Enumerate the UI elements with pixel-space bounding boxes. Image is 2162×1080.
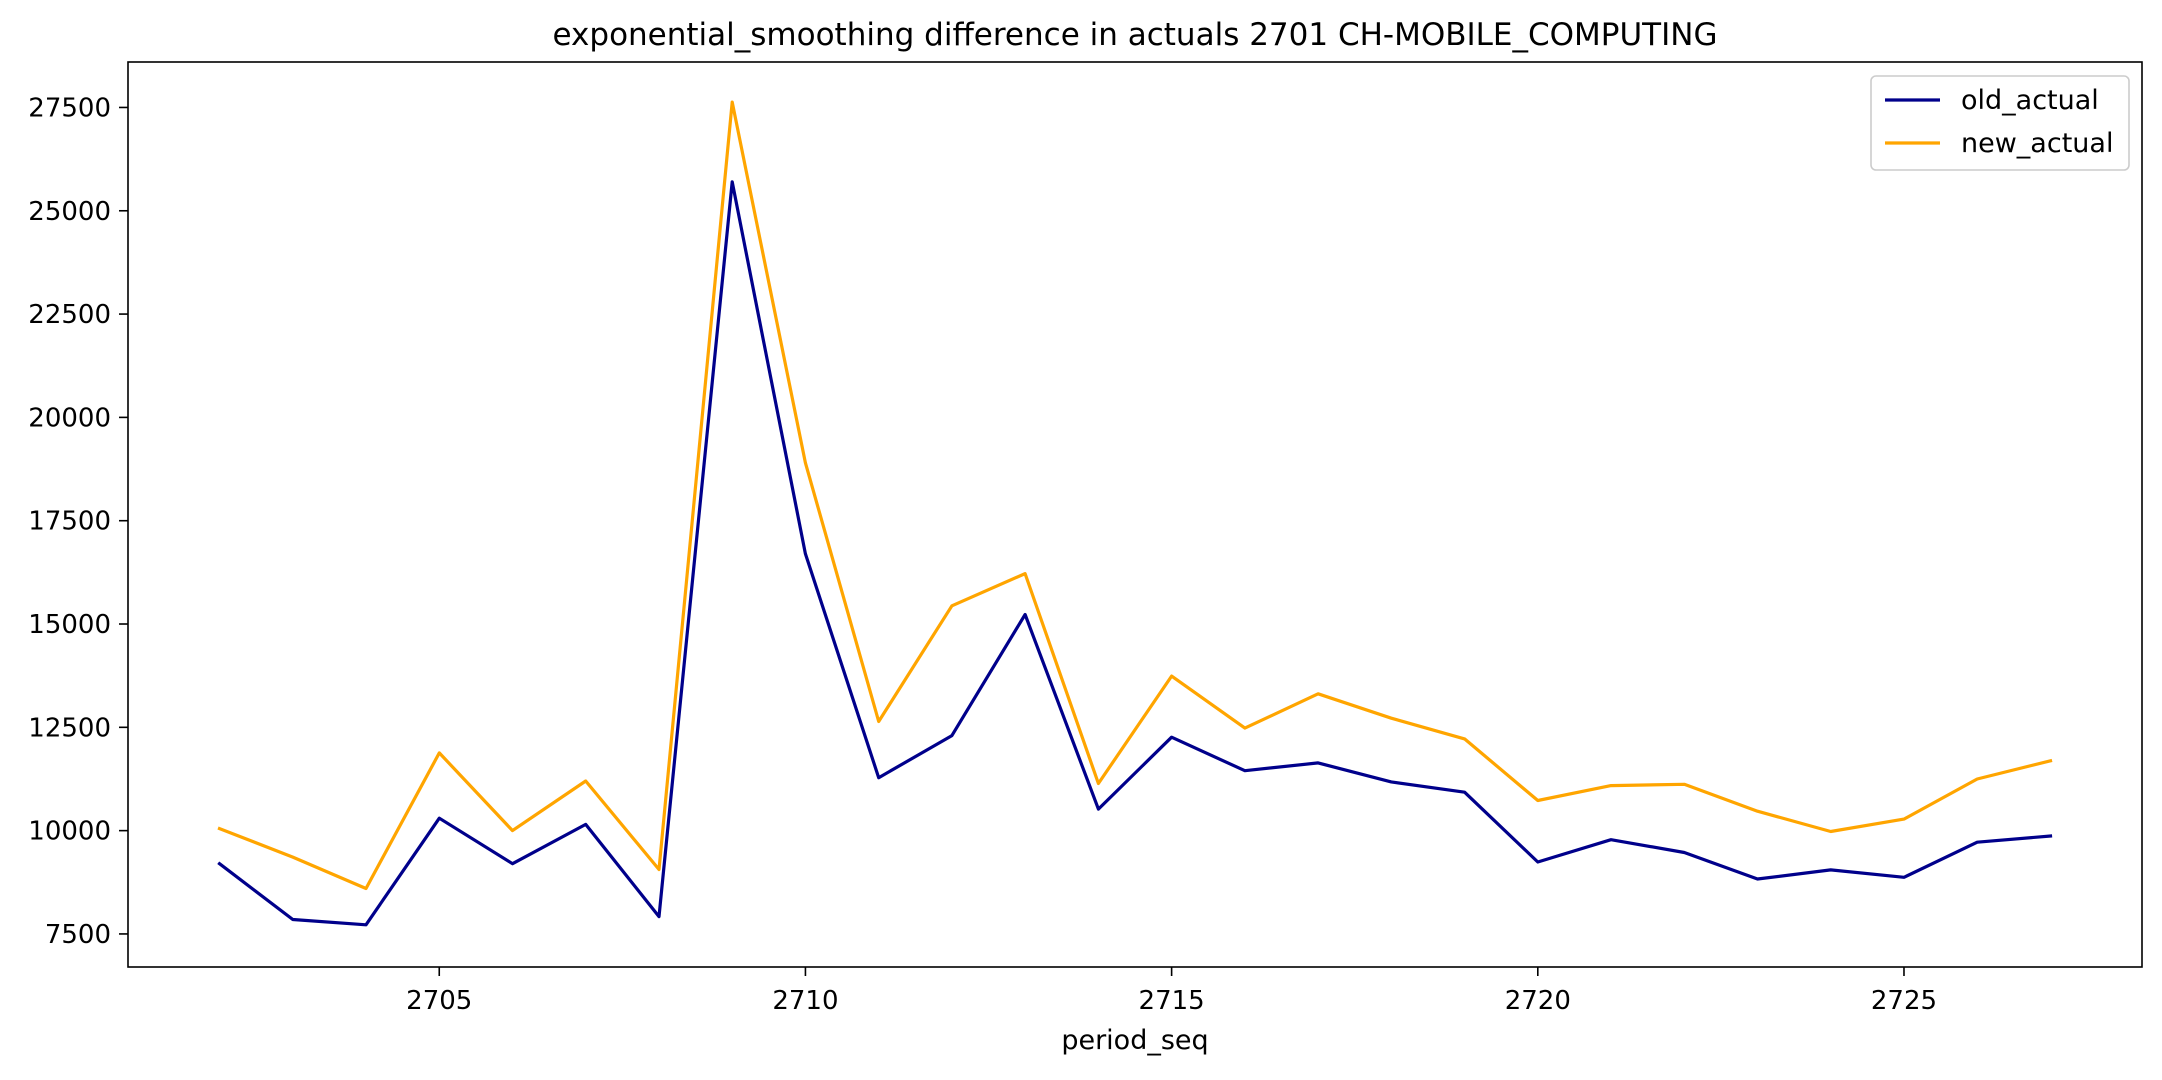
series-layer — [217, 100, 2053, 927]
plot-frame — [127, 61, 2143, 968]
y-tick-label: 22500 — [28, 300, 111, 330]
y-tick-label: 15000 — [28, 610, 111, 640]
y-tick-label: 20000 — [28, 403, 111, 433]
x-tick-label: 2725 — [1871, 986, 1937, 1016]
x-tick-label: 2720 — [1505, 986, 1571, 1016]
x-tick-label: 2715 — [1139, 986, 1205, 1016]
y-tick-label: 10000 — [28, 817, 111, 847]
x-tick-label: 2705 — [406, 986, 472, 1016]
y-tick-label: 25000 — [28, 197, 111, 227]
chart-title: exponential_smoothing difference in actu… — [553, 17, 1718, 53]
y-tick-label: 7500 — [45, 920, 111, 950]
series-line-new_actual — [217, 100, 2053, 891]
x-tick-label: 2710 — [772, 986, 838, 1016]
legend-entries: old_actual new_actual — [1885, 85, 2113, 159]
y-axis: 7500 10000 12500 15000 17500 20000 22500 25000 2… — [28, 93, 128, 950]
x-axis-label: period_seq — [1061, 1025, 1208, 1056]
x-axis: 2705 2710 2715 2720 2725 — [406, 967, 1937, 1016]
y-tick-label: 12500 — [28, 713, 111, 743]
y-tick-label: 27500 — [28, 93, 111, 123]
y-tick-label: 17500 — [28, 507, 111, 537]
legend-label-old_actual: old_actual — [1961, 85, 2099, 116]
legend: old_actual new_actual — [1870, 75, 2130, 171]
legend-label-new_actual: new_actual — [1961, 128, 2113, 159]
series-line-old_actual — [217, 180, 2053, 927]
